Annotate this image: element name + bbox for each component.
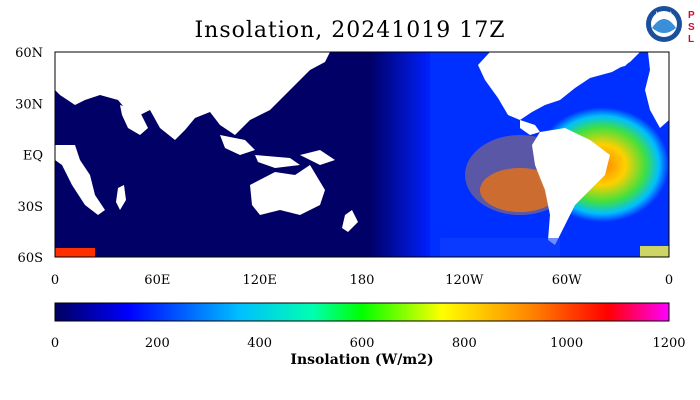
colorbar-tick-label: 1000 [550, 336, 583, 351]
x-tick-label: 180 [350, 273, 375, 288]
colorbar-tick-label: 1200 [652, 336, 685, 351]
colorbar-tick-label: 600 [350, 336, 375, 351]
colorbar-tick-label: 800 [452, 336, 477, 351]
x-tick-label: 0 [665, 273, 673, 288]
y-tick-label: 60N [15, 46, 43, 61]
y-tick-label: 30S [18, 200, 43, 215]
y-tick-label: 30N [15, 97, 43, 112]
colorbar-label: Insolation (W/m2) [290, 352, 434, 368]
x-tick-label: 60E [144, 273, 170, 288]
chart-title: Insolation, 20241019 17Z [194, 18, 506, 43]
x-tick-label: 120E [243, 273, 277, 288]
terminator-band [370, 52, 430, 257]
colorbar-tick-label: 0 [51, 336, 59, 351]
colorbar-tick-label: 200 [145, 336, 170, 351]
svg-text:NOAA: NOAA [655, 12, 672, 18]
noaa-psl-logo: NOAA P S L [646, 6, 695, 45]
map-axis-ticks: 0 60E 120E 180 120W 60W 0 60N 30N EQ 30S 60S [15, 46, 673, 288]
y-tick-label: EQ [23, 149, 43, 164]
svg-text:P: P [688, 10, 695, 21]
svg-text:L: L [688, 34, 694, 45]
map-frame [54, 51, 670, 258]
antarctic-coast [55, 248, 95, 257]
insolation-map: 0 60E 120E 180 120W 60W 0 60N 30N EQ 30S 60S [15, 46, 673, 288]
x-tick-label: 120W [445, 273, 484, 288]
svg-text:S: S [688, 22, 695, 33]
colorbar-ticks: 0 200 400 600 800 1000 1200 [51, 336, 686, 351]
x-tick-label: 0 [51, 273, 59, 288]
x-tick-label: 60W [552, 273, 583, 288]
land-masses [55, 52, 669, 245]
colorbar-tick-label: 400 [247, 336, 272, 351]
max-insolation-core [480, 168, 560, 212]
y-tick-label: 60S [18, 251, 43, 266]
colorbar-gradient [54, 302, 670, 322]
